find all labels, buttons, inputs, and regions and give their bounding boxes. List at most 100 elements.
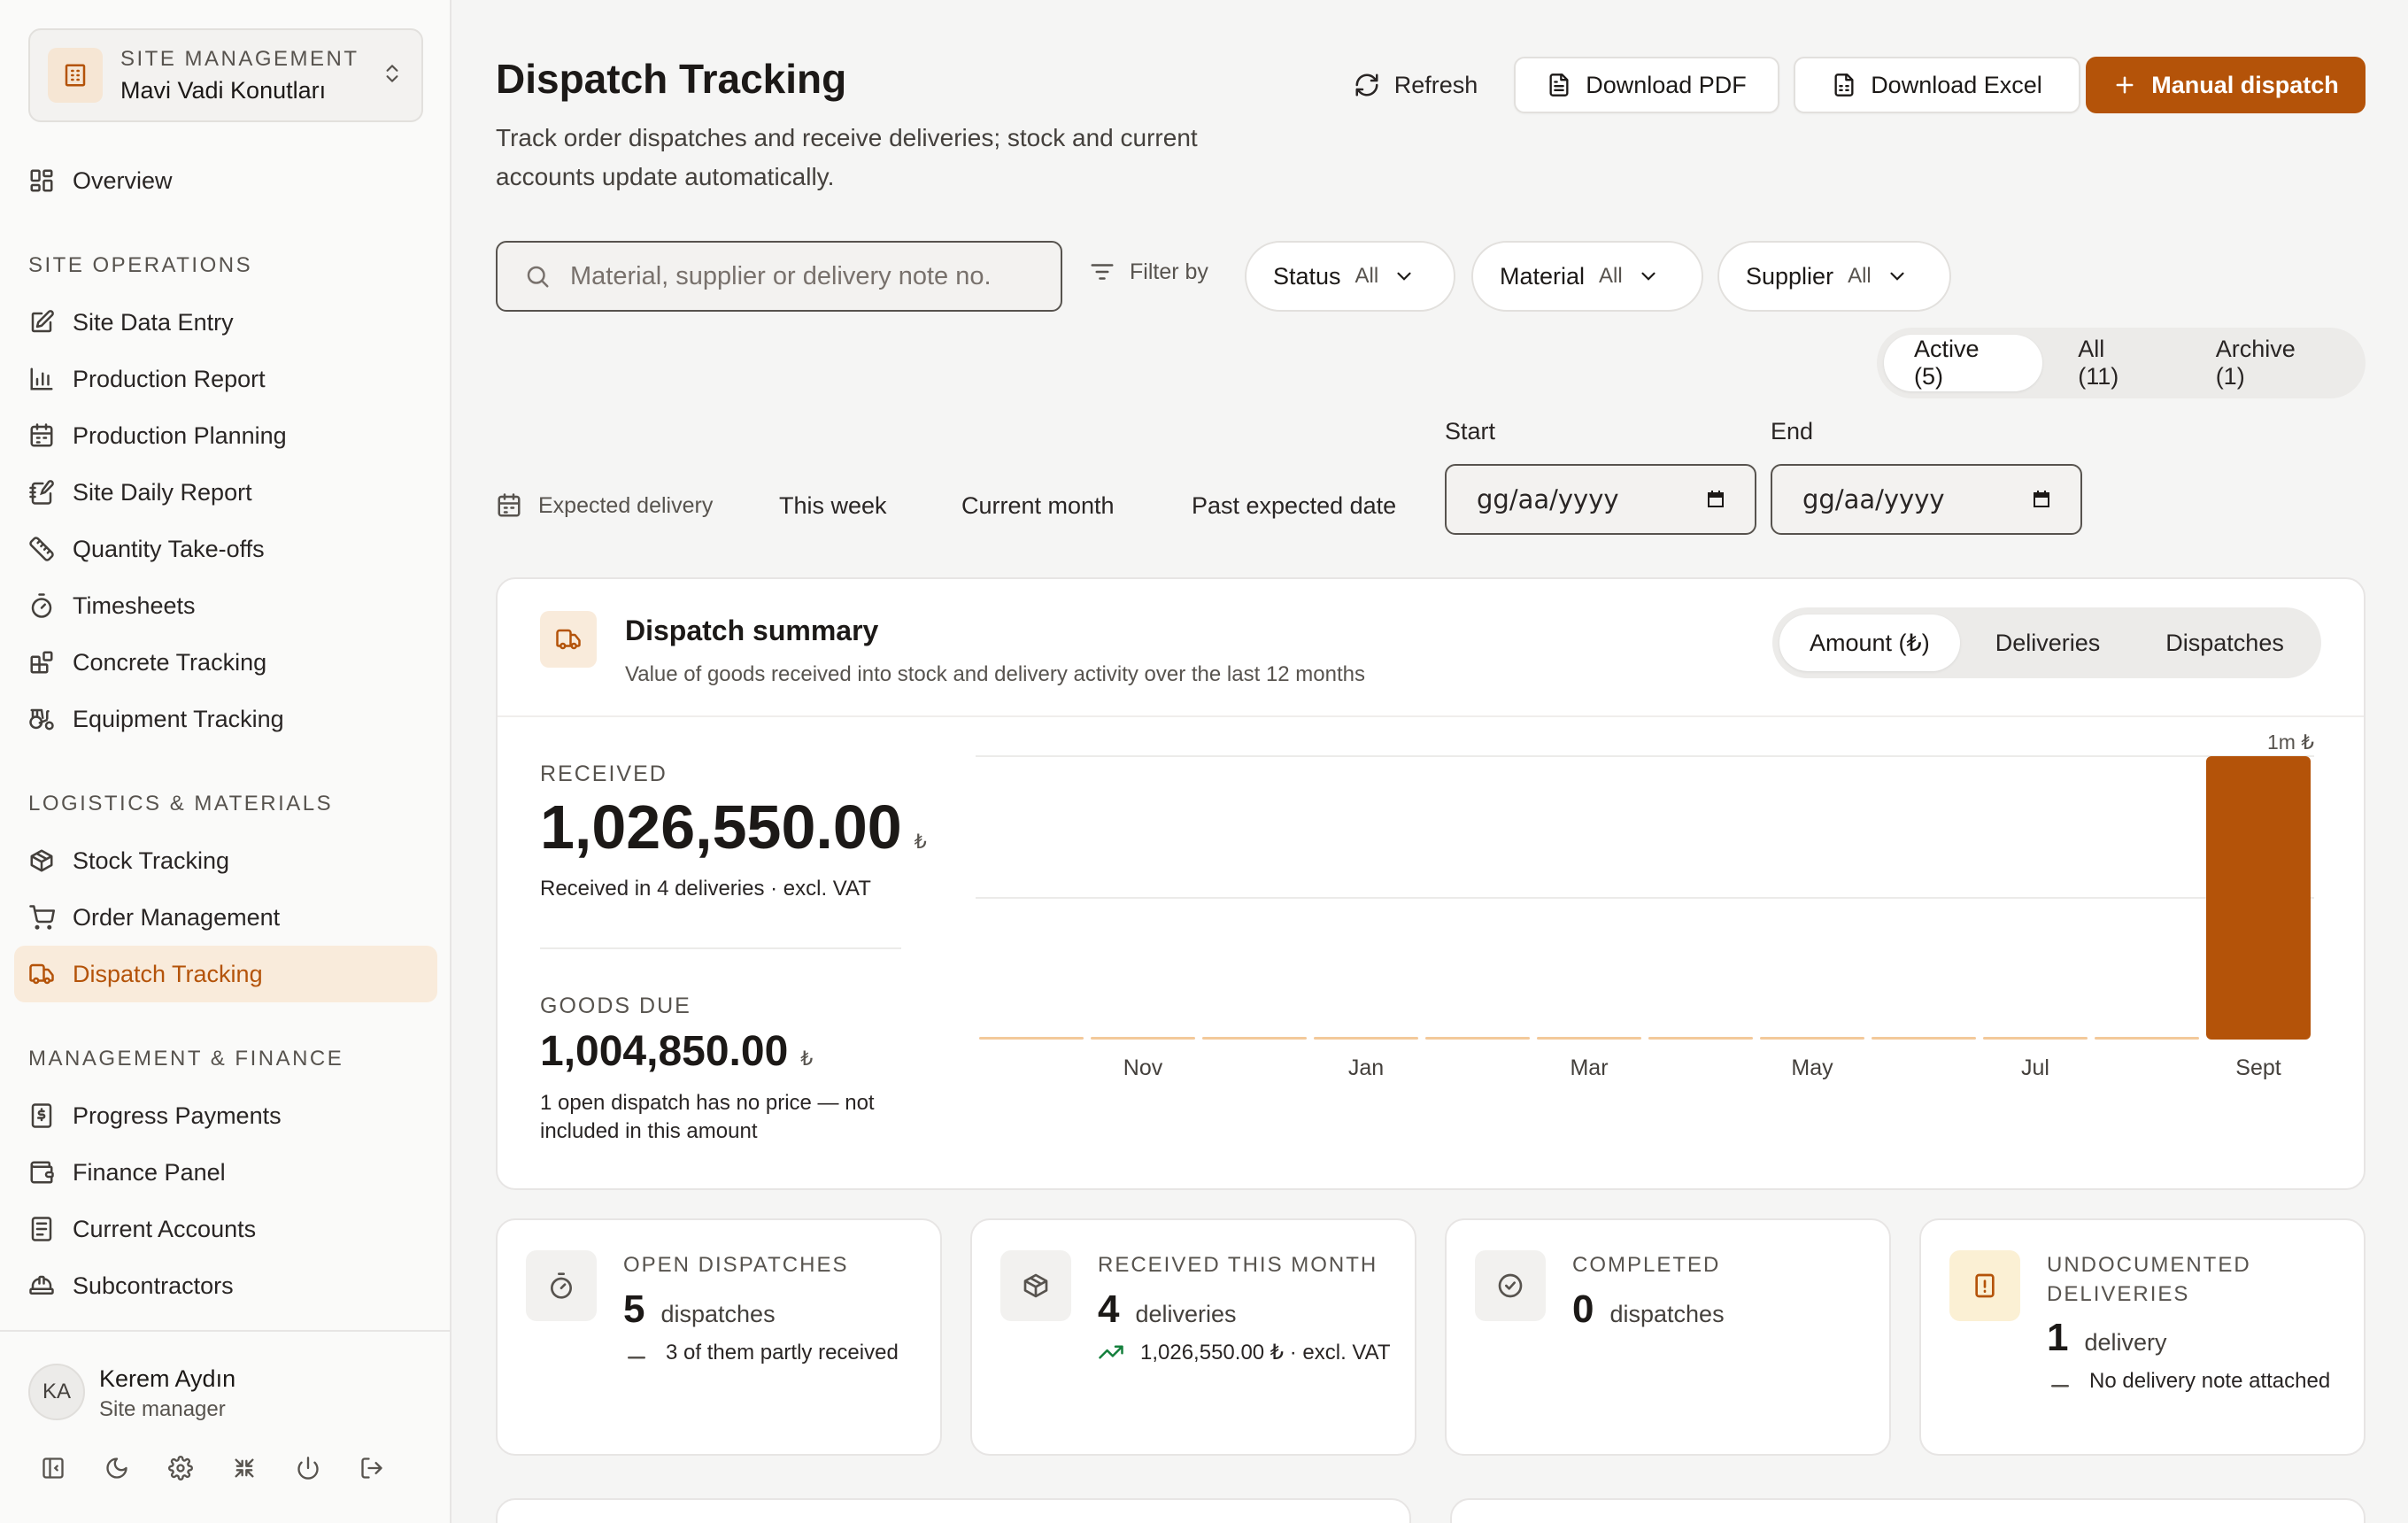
stat-note-text: 1,026,550.00 ₺ · excl. VAT [1140, 1341, 1391, 1365]
sidebar-item-site-data-entry[interactable]: Site Data Entry [14, 294, 437, 351]
chart-bar-may[interactable] [1760, 1037, 1864, 1040]
sidebar-item-production-planning[interactable]: Production Planning [14, 407, 437, 464]
toggle-dispatches[interactable]: Dispatches [2165, 629, 2284, 656]
package-check-icon [1000, 1250, 1071, 1321]
calendar-picker-icon [1708, 491, 1724, 507]
calendar-icon [498, 493, 521, 517]
quick-current-month[interactable]: Current month [961, 492, 1115, 519]
sidebar-item-timesheets[interactable]: Timesheets [14, 577, 437, 634]
chart-x-tick-label: May [1791, 1055, 1833, 1080]
download-pdf-button[interactable]: Download PDF [1514, 57, 1779, 113]
sidebar-item-progress-payments[interactable]: Progress Payments [14, 1087, 437, 1144]
hard-hat-icon [29, 1275, 54, 1295]
chart-x-tick-label: Jul [2021, 1055, 2049, 1080]
calendar-icon [30, 423, 53, 447]
bar-chart-icon [30, 367, 53, 390]
sidebar-item-finance-panel[interactable]: Finance Panel [14, 1144, 437, 1201]
start-date-input[interactable]: gg/aa/yyyy [1445, 464, 1756, 535]
site-eyebrow: SITE MANAGEMENT [120, 46, 359, 71]
sidebar-item-label: Quantity Take-offs [73, 535, 265, 562]
site-switcher[interactable]: SITE MANAGEMENT Mavi Vadi Konutları [28, 28, 423, 122]
chart-bar-sept[interactable] [2206, 756, 2311, 1040]
manual-dispatch-label: Manual dispatch [2151, 71, 2339, 98]
chart-bar-mar[interactable] [1537, 1037, 1641, 1040]
quick-this-week[interactable]: This week [779, 492, 887, 519]
stat-note: No delivery note attached [2047, 1367, 2348, 1402]
status-filter[interactable]: Status All [1245, 241, 1455, 312]
goods-due-value: 1,004,850.00 ₺ [540, 1027, 813, 1076]
chart-bar-jan[interactable] [1314, 1037, 1418, 1040]
sidebar-item-label: Concrete Tracking [73, 648, 267, 676]
avatar[interactable]: KA [28, 1364, 85, 1420]
sidebar-item-quantity-takeoffs[interactable]: Quantity Take-offs [14, 521, 437, 577]
expected-delivery-label: Expected delivery [496, 492, 713, 519]
chart-bar-jun[interactable] [1872, 1037, 1976, 1040]
sidebar-item-equipment-tracking[interactable]: Equipment Tracking [14, 691, 437, 747]
moon-icon[interactable] [103, 1454, 131, 1482]
chart-bar-dec[interactable] [1202, 1037, 1307, 1040]
tab-archive[interactable]: Archive (1) [2215, 336, 2296, 390]
panel-left-close-icon[interactable] [39, 1454, 67, 1482]
status-filter-label: Status [1273, 262, 1341, 290]
manual-dispatch-button[interactable]: Manual dispatch [2086, 57, 2366, 113]
sidebar-item-site-daily-report[interactable]: Site Daily Report [14, 464, 437, 521]
tab-active[interactable]: Active (5) [1884, 335, 2043, 391]
stat-eyebrow: OPEN DISPATCHES [623, 1253, 849, 1277]
minimize-icon[interactable] [230, 1454, 259, 1482]
nav-section-site-operations: SITE OPERATIONS [28, 253, 253, 277]
chart-bar-jul[interactable] [1983, 1037, 2088, 1040]
sidebar-item-current-accounts[interactable]: Current Accounts [14, 1201, 437, 1257]
sidebar-item-label: Site Data Entry [73, 308, 234, 336]
sidebar-item-dispatch-tracking[interactable]: Dispatch Tracking [14, 946, 437, 1002]
search-input[interactable]: Material, supplier or delivery note no. [496, 241, 1062, 312]
chart-bar-apr[interactable] [1648, 1037, 1753, 1040]
nav-section-finance: MANAGEMENT & FINANCE [28, 1047, 344, 1071]
received-note: Received in 4 deliveries · excl. VAT [540, 877, 871, 901]
filter-lines-icon [1091, 264, 1114, 280]
refresh-button[interactable]: Refresh [1342, 57, 1489, 113]
chart-bar-aug[interactable] [2095, 1037, 2199, 1040]
edit-icon [31, 310, 54, 333]
chart-bar-nov[interactable] [1091, 1037, 1195, 1040]
sidebar-item-subcontractors[interactable]: Subcontractors [14, 1257, 437, 1314]
stat-received-this-month: RECEIVED THIS MONTH 4 deliveries 1,026,5… [970, 1218, 1416, 1456]
chart-bar-oct[interactable] [979, 1037, 1084, 1040]
sidebar-item-order-management[interactable]: Order Management [14, 889, 437, 946]
blocks-icon [30, 651, 53, 674]
refresh-label: Refresh [1393, 71, 1478, 98]
power-icon[interactable] [294, 1454, 322, 1482]
kpi-divider [540, 947, 901, 949]
received-amount: 1,026,550.00 [540, 792, 902, 862]
start-date-value: gg/aa/yyyy [1477, 484, 1619, 514]
supplier-filter[interactable]: Supplier All [1717, 241, 1951, 312]
building-icon [48, 48, 103, 103]
sidebar-item-label: Current Accounts [73, 1215, 257, 1242]
toggle-deliveries[interactable]: Deliveries [1995, 629, 2101, 656]
sidebar-item-overview[interactable]: Overview [14, 152, 437, 209]
tab-all[interactable]: All (11) [2078, 336, 2119, 390]
stat-unit: dispatches [660, 1301, 776, 1327]
chart-bar-feb[interactable] [1425, 1037, 1530, 1040]
log-out-icon[interactable] [358, 1454, 386, 1482]
material-filter[interactable]: Material All [1471, 241, 1703, 312]
stat-note: 3 of them partly received [623, 1339, 924, 1373]
stat-open-dispatches: OPEN DISPATCHES 5 dispatches 3 of them p… [496, 1218, 942, 1456]
end-date-input[interactable]: gg/aa/yyyy [1771, 464, 2082, 535]
start-date-label: Start [1445, 418, 1496, 445]
sidebar-item-production-report[interactable]: Production Report [14, 351, 437, 407]
sidebar-item-label: Overview [73, 166, 173, 194]
received-value: 1,026,550.00 ₺ [540, 792, 927, 862]
plus-icon [2116, 76, 2134, 94]
toggle-amount[interactable]: Amount (₺) [1779, 615, 1960, 671]
gear-icon[interactable] [166, 1454, 195, 1482]
page-subtitle: Track order dispatches and receive deliv… [496, 124, 1198, 190]
stat-number: 0 [1572, 1287, 1594, 1331]
sidebar-item-concrete-tracking[interactable]: Concrete Tracking [14, 634, 437, 691]
stat-note-text: 3 of them partly received [666, 1341, 899, 1365]
download-pdf-label: Download PDF [1586, 71, 1747, 98]
circle-check-icon [1475, 1250, 1546, 1321]
sidebar-item-stock-tracking[interactable]: Stock Tracking [14, 832, 437, 889]
download-excel-button[interactable]: Download Excel [1794, 57, 2080, 113]
quick-past-expected[interactable]: Past expected date [1192, 492, 1397, 519]
material-filter-value: All [1599, 264, 1623, 288]
